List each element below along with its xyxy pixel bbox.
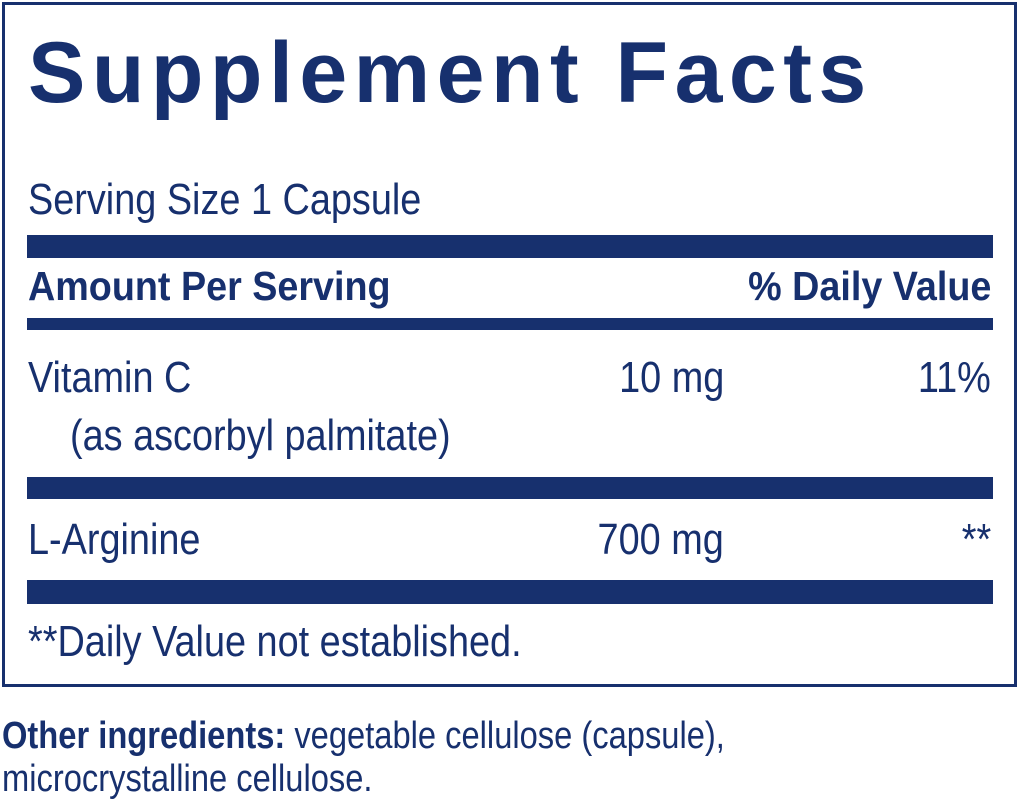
panel-title: Supplement Facts: [28, 25, 873, 121]
daily-value-header: % Daily Value: [747, 263, 991, 309]
nutrient-source: (as ascorbyl palmitate): [70, 411, 451, 460]
nutrient-name: Vitamin C: [28, 353, 192, 402]
thick-divider: [27, 477, 993, 499]
thick-divider: [27, 235, 993, 258]
thick-divider: [27, 580, 993, 604]
other-ingredients-label: Other ingredients:: [2, 715, 286, 757]
other-ingredients-line1: vegetable cellulose (capsule),: [285, 715, 725, 757]
amount-per-serving-header: Amount Per Serving: [28, 263, 391, 309]
thin-divider: [27, 318, 993, 330]
nutrient-daily-value: 11%: [918, 353, 991, 402]
nutrient-amount: 10 mg: [618, 353, 724, 402]
other-ingredients: Other ingredients: vegetable cellulose (…: [2, 717, 843, 755]
footnote: **Daily Value not established.: [28, 617, 522, 666]
supplement-facts-panel: [2, 2, 1017, 687]
other-ingredients-line2: microcrystalline cellulose.: [2, 758, 373, 800]
nutrient-daily-value: **: [961, 515, 991, 564]
serving-size: Serving Size 1 Capsule: [28, 175, 422, 224]
nutrient-name: L-Arginine: [28, 515, 201, 564]
nutrient-amount: 700 mg: [597, 515, 724, 564]
